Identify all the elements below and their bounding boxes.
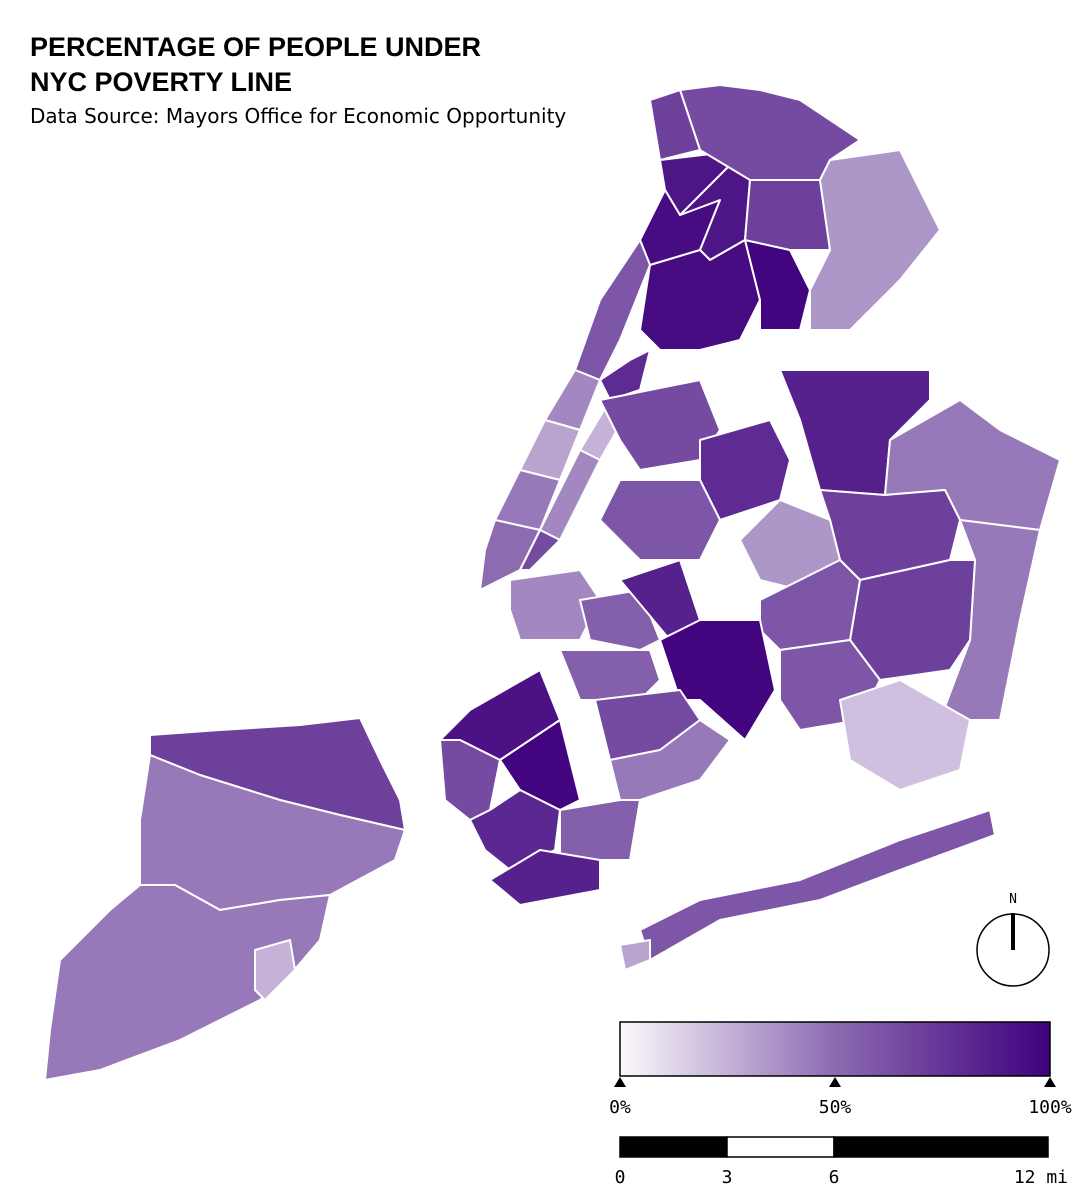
scale-segment [833,1136,1049,1158]
map-regions [44,84,1061,1081]
legend-tick [829,1077,841,1087]
legend-label: 50% [819,1097,852,1118]
district [744,179,831,251]
district [559,649,661,701]
scale-label: 3 [722,1167,733,1188]
district [619,939,651,971]
district [544,369,601,431]
district [639,239,761,351]
district [479,519,541,591]
legend-label: 100% [1028,1097,1072,1118]
district [44,884,331,1081]
district [489,849,601,906]
legend-bar [619,1021,1051,1077]
district [519,529,561,571]
legend-and-scale: 0% 50% 100% 0 3 6 12 mi [609,1077,1072,1188]
district [469,789,561,871]
scale-segment [726,1136,835,1158]
district [254,939,296,1001]
scale-label: 12 mi [1014,1167,1068,1188]
district [839,679,971,791]
district [559,799,641,861]
legend-tick [1044,1077,1056,1087]
title-line: NYC POVERTY LINE [30,67,292,97]
district [509,569,601,641]
district [599,349,651,401]
scale-label: 0 [615,1167,626,1188]
legend-label: 0% [609,1097,631,1118]
district [499,719,581,811]
scale-label: 6 [829,1167,840,1188]
district [649,89,701,161]
title-line: PERCENTAGE OF PEOPLE UNDER [30,32,481,62]
subtitle: Data Source: Mayors Office for Economic … [30,104,566,128]
compass-label: N [1009,892,1017,907]
district [639,809,996,961]
compass: N [976,892,1050,987]
legend-tick [614,1077,626,1087]
district [599,479,721,561]
scale-segment [619,1136,728,1158]
district [849,559,976,681]
district [809,149,941,331]
